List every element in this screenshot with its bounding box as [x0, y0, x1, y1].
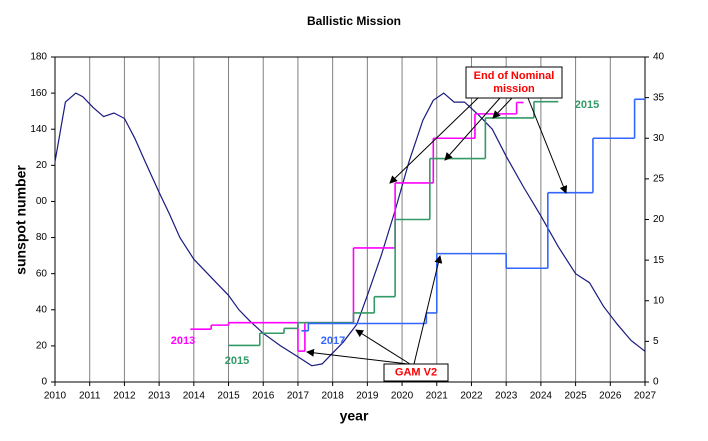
plot-frame	[54, 56, 646, 383]
annotation-box	[465, 66, 563, 99]
x-tick-label: 2024	[530, 391, 553, 402]
y-tick-label: 40	[36, 304, 48, 315]
x-tick-label: 2021	[426, 391, 449, 402]
annotation-arrow	[389, 97, 479, 184]
y2-tick-label: 10	[653, 295, 665, 306]
x-tick-label: 2018	[322, 391, 345, 402]
x-tick-label: 2011	[79, 391, 101, 402]
x-tick-label: 2016	[252, 391, 275, 402]
x-tick-label: 2027	[634, 391, 657, 402]
y2-tick-label: 35	[653, 92, 665, 103]
y-tick-label: 160	[30, 88, 47, 99]
annotation-arrow	[492, 97, 513, 119]
annotation-arrow	[413, 255, 443, 365]
y2-tick-label: 15	[653, 255, 665, 266]
annotation-arrow	[527, 97, 568, 194]
x-tick-label: 2013	[148, 391, 171, 402]
y2-tick-label: 20	[653, 214, 665, 225]
y-tick-label: 00	[36, 196, 48, 207]
annotation-text: mission	[493, 83, 535, 95]
x-tick-label: 2020	[391, 391, 414, 402]
y2-tick-label: 40	[653, 52, 665, 63]
annotation-text: GAM V2	[395, 366, 437, 378]
sunspot-line	[54, 92, 646, 367]
y2-tick-label: 5	[653, 336, 659, 347]
x-tick-label: 2022	[460, 391, 483, 402]
series-label: 2015	[225, 355, 249, 367]
y-tick-label: 20	[36, 160, 48, 171]
series-label: 2015	[575, 99, 599, 111]
annotation-text: End of Nominal	[474, 70, 555, 82]
series-label: 2017	[321, 335, 345, 347]
x-tick-label: 2017	[287, 391, 310, 402]
chart-title: Ballistic Mission	[307, 14, 401, 28]
x-tick-label: 2012	[113, 391, 136, 402]
x-tick-label: 2019	[356, 391, 379, 402]
x-tick-label: 2026	[599, 391, 622, 402]
y-tick-label: 0	[41, 377, 47, 388]
series-label: 2013	[171, 335, 195, 347]
y-tick-label: 180	[30, 52, 47, 63]
annotation-arrow	[444, 97, 501, 161]
y-axis-title: sunspot number	[13, 165, 29, 275]
annotation-arrow	[355, 329, 411, 365]
y-tick-label: 20	[36, 341, 48, 352]
y-tick-label: 60	[36, 268, 48, 279]
y-tick-label: 140	[30, 124, 47, 135]
annotation-arrow	[306, 348, 409, 365]
y2-tick-label: 0	[653, 377, 659, 388]
y2-tick-label: 30	[653, 133, 665, 144]
x-tick-label: 2010	[44, 391, 67, 402]
y-tick-label: 80	[36, 232, 48, 243]
x-tick-label: 2015	[217, 391, 240, 402]
x-axis-title: year	[340, 408, 369, 424]
x-tick-label: 2023	[495, 391, 518, 402]
x-tick-label: 2014	[183, 391, 206, 402]
y2-tick-label: 25	[653, 174, 665, 185]
x-tick-label: 2025	[564, 391, 587, 402]
annotation-box	[383, 363, 449, 382]
